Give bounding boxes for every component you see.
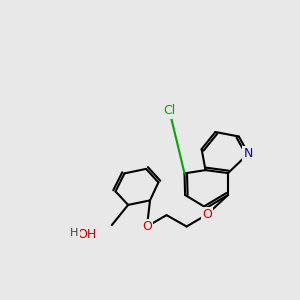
Text: N: N [244, 147, 253, 160]
Text: H: H [70, 228, 79, 239]
Text: O: O [142, 220, 152, 233]
Text: OH: OH [77, 227, 97, 241]
Text: O: O [202, 208, 212, 221]
Text: Cl: Cl [164, 104, 175, 118]
